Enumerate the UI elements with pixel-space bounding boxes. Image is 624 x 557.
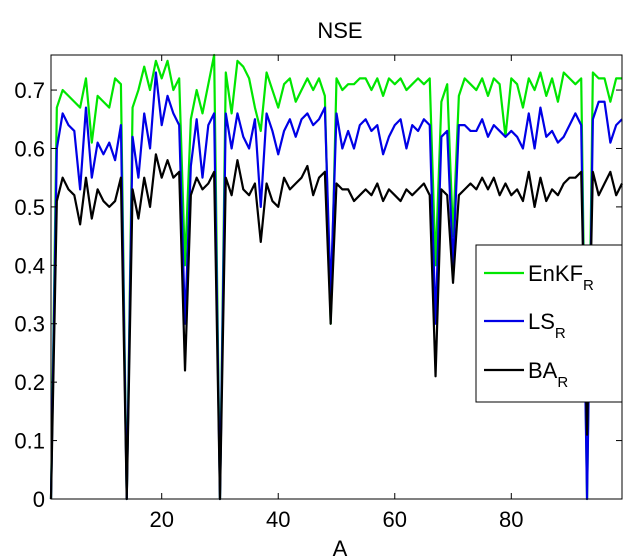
legend: EnKFR LSR BAR — [475, 244, 623, 403]
y-tick-label: 0.7 — [14, 78, 45, 103]
x-tick-label: 80 — [499, 507, 523, 532]
series-line-ba — [49, 153, 623, 501]
series-line-ls — [49, 71, 623, 501]
x-tick-label: 40 — [266, 507, 290, 532]
y-tick-label: 0.6 — [14, 136, 45, 161]
legend-label-ls: LSR — [528, 309, 566, 342]
y-tick-label: 0.2 — [14, 370, 45, 395]
x-axis-label: A — [333, 536, 348, 557]
x-tick-label: 20 — [149, 507, 173, 532]
legend-items: EnKFR LSR BAR — [484, 261, 594, 391]
y-tick-label: 0.5 — [14, 195, 45, 220]
x-tick-label: 60 — [383, 507, 407, 532]
series-layer — [49, 53, 623, 501]
chart-title: NSE — [317, 18, 362, 43]
y-tick-label: 0.4 — [14, 253, 45, 278]
y-tick-label: 0 — [33, 487, 45, 512]
legend-label-ba: BAR — [528, 358, 568, 391]
legend-box — [475, 244, 623, 403]
x-axis: 20 40 60 80 — [149, 55, 524, 532]
y-tick-label: 0.3 — [14, 312, 45, 337]
series-line-enkf — [49, 53, 622, 501]
legend-label-enkf: EnKFR — [528, 261, 594, 294]
y-tick-label: 0.1 — [14, 429, 45, 454]
